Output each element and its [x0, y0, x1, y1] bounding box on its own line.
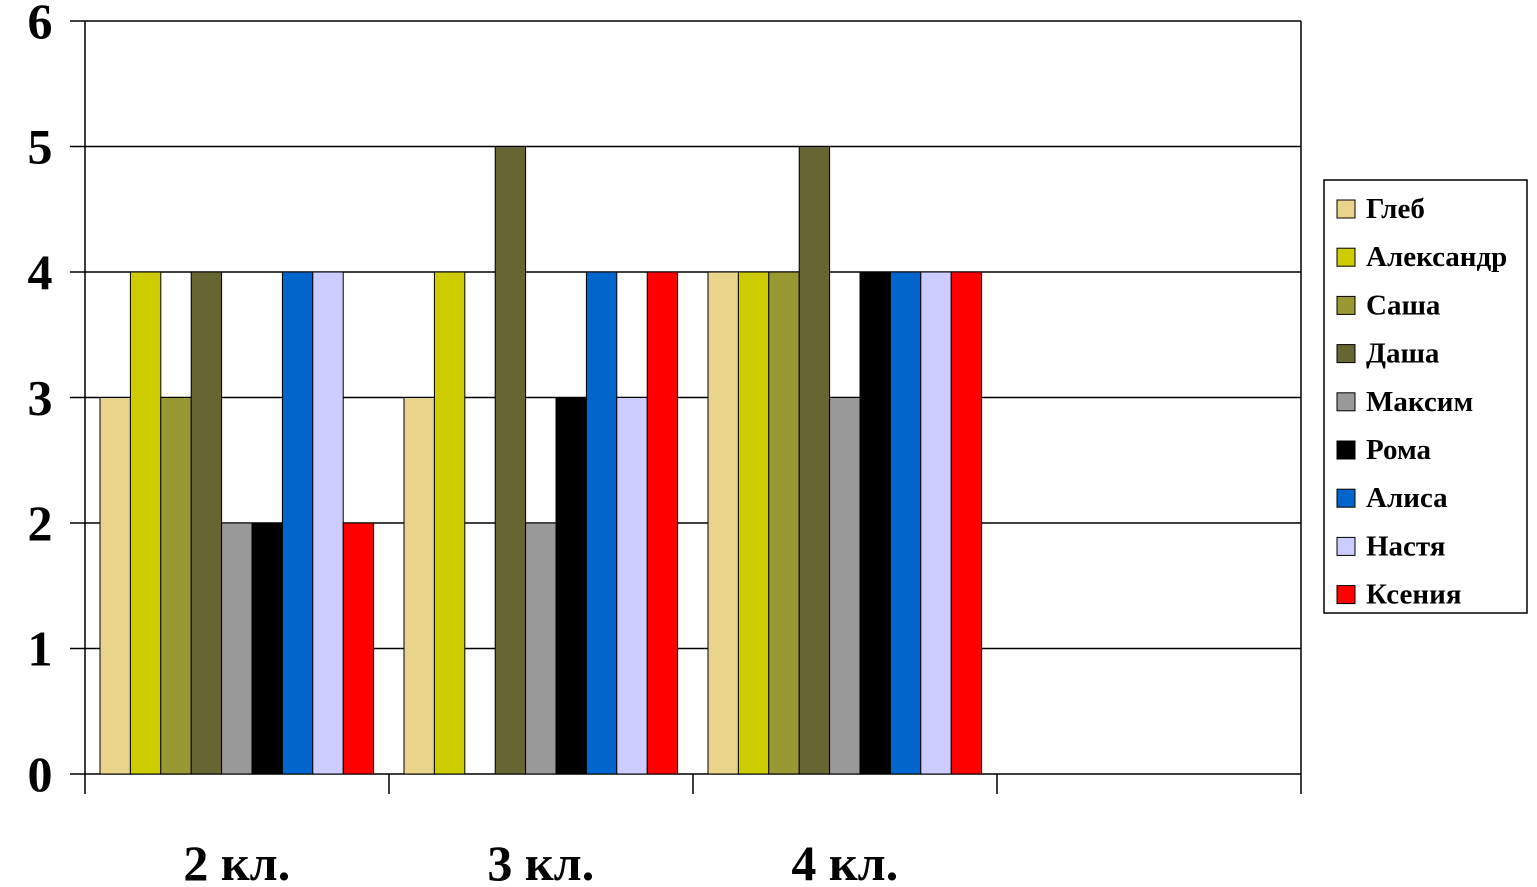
- bar-3-1: [160, 397, 192, 775]
- bar-2-1: [129, 271, 162, 775]
- bar-8-2: [616, 397, 648, 775]
- bar-1-1: [99, 397, 131, 775]
- bar-4-3: [798, 146, 831, 775]
- legend-label: Рома: [1366, 434, 1431, 466]
- bar-5-2: [525, 522, 557, 775]
- x-category-labels: 2 кл. 3 кл. 4 кл.: [183, 835, 898, 887]
- y-tick-label: 0: [28, 746, 53, 802]
- legend-swatch: [1336, 344, 1356, 364]
- legend-swatch: [1336, 392, 1356, 412]
- x-category-label: 3 кл.: [487, 835, 594, 887]
- legend-label: Алиса: [1366, 482, 1448, 514]
- bar-6-1: [251, 522, 283, 775]
- legend-swatch: [1336, 199, 1356, 219]
- bar-9-2: [646, 271, 679, 775]
- legend-swatch: [1336, 247, 1356, 267]
- legend-swatch: [1336, 536, 1356, 556]
- bar-4-1: [190, 271, 223, 775]
- bar-2-3: [737, 271, 770, 775]
- bar-7-3: [889, 271, 922, 775]
- bar-3-3: [768, 271, 800, 775]
- bar-8-3: [920, 271, 952, 775]
- bar-9-1: [342, 522, 375, 775]
- axes: [84, 21, 1302, 794]
- legend-label: Настя: [1366, 530, 1445, 562]
- bar-5-3: [829, 397, 861, 775]
- legend-swatch: [1336, 295, 1356, 315]
- legend-label: Александр: [1366, 241, 1507, 273]
- bar-8-1: [312, 271, 344, 775]
- bar-1-3: [707, 271, 739, 775]
- legend-label: Ксения: [1366, 579, 1462, 611]
- bar-6-3: [859, 271, 891, 775]
- y-tick-label: 4: [28, 244, 53, 300]
- legend-swatch: [1336, 585, 1356, 605]
- bar-4-2: [494, 146, 527, 775]
- legend-label: Саша: [1366, 289, 1441, 321]
- bar-2-2: [433, 271, 466, 775]
- legend-swatch: [1336, 488, 1356, 508]
- bar-9-3: [950, 271, 983, 775]
- y-tick-label: 6: [28, 0, 53, 49]
- bar-7-2: [585, 271, 618, 775]
- bar-7-1: [281, 271, 314, 775]
- legend-box: [1323, 179, 1528, 614]
- legend-label: Даша: [1366, 338, 1440, 370]
- y-tick-label: 3: [28, 370, 53, 426]
- y-tick-labels: 0 1 2 3 4 5 6: [28, 0, 53, 802]
- y-tick-label: 1: [28, 621, 53, 677]
- x-category-label: 2 кл.: [183, 835, 290, 887]
- bar-5-1: [221, 522, 253, 775]
- bar-6-2: [555, 397, 587, 775]
- legend-label: Глеб: [1366, 193, 1425, 225]
- x-category-label: 4 кл.: [791, 835, 898, 887]
- legend-swatch: [1336, 440, 1356, 460]
- bar-1-2: [403, 397, 435, 775]
- legend: Глеб Александр Саша Даша Максим Рома Алиса Наст…: [1323, 179, 1528, 614]
- bars: [99, 146, 983, 775]
- legend-label: Максим: [1366, 386, 1473, 418]
- y-tick-label: 5: [28, 119, 53, 175]
- y-tick-label: 2: [28, 495, 53, 551]
